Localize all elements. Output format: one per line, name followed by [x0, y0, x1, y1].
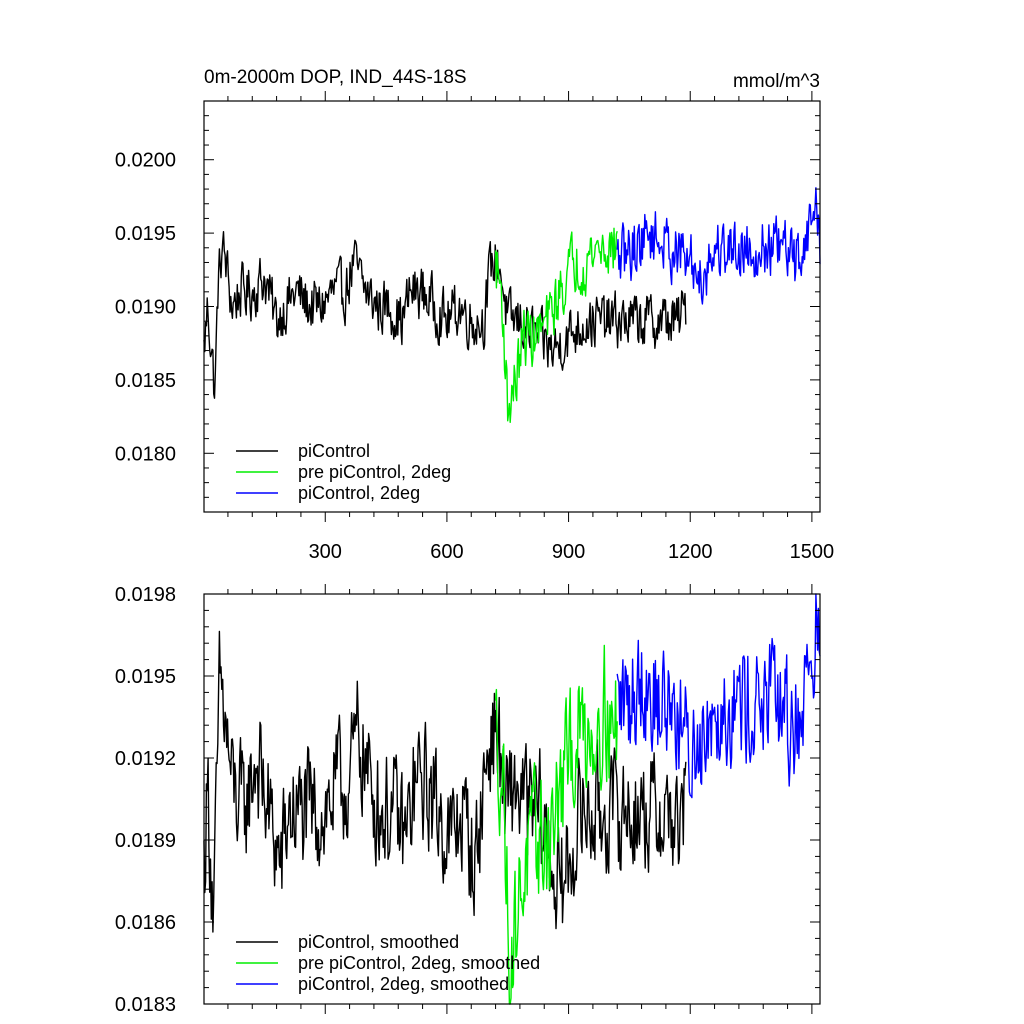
plot-frame	[203, 100, 821, 513]
y-tick-label: 0.0192	[115, 748, 176, 770]
x-tick-label: 1500	[790, 541, 835, 563]
y-tick-label: 0.0189	[115, 830, 176, 852]
bottom-panel: 0.0183 0.0186 0.0189 0.0192 0.0195 0.0198 piC…	[115, 584, 821, 1016]
y-tick-label: 0.0195	[115, 223, 176, 245]
top-panel: 0m-2000m DOP, IND_44S-18S mmol/m^3 300 60…	[115, 67, 834, 563]
legend-label: piControl	[298, 441, 370, 461]
y-tick-label: 0.0190	[115, 297, 176, 319]
y-tick-label: 0.0200	[115, 150, 176, 172]
axis-ticks: 300 600 900 1200 1500 0.0180 0.0185 0.0190 0.019…	[115, 91, 834, 563]
y-tick-label: 0.0185	[115, 370, 176, 392]
series-line	[616, 187, 821, 305]
y-tick-label: 0.0180	[115, 443, 176, 465]
series-group	[203, 593, 821, 1005]
legend-label: pre piControl, 2deg, smoothed	[298, 953, 540, 973]
x-tick-label: 300	[309, 541, 342, 563]
chart-title: 0m-2000m DOP, IND_44S-18S	[204, 67, 467, 88]
series-group	[203, 187, 821, 423]
legend-label: pre piControl, 2deg	[298, 462, 451, 482]
series-line	[203, 630, 687, 933]
y-tick-label: 0.0183	[115, 994, 176, 1016]
legend-label: piControl, smoothed	[298, 932, 459, 952]
series-line	[494, 644, 618, 1005]
y-tick-label: 0.0198	[115, 584, 176, 606]
units-label: mmol/m^3	[733, 71, 820, 92]
x-tick-label: 600	[430, 541, 463, 563]
x-tick-label: 900	[552, 541, 585, 563]
plot-frame	[203, 593, 821, 1005]
series-line	[616, 593, 821, 799]
x-tick-label: 1200	[668, 541, 713, 563]
axis-ticks: 0.0183 0.0186 0.0189 0.0192 0.0195 0.0198	[115, 584, 820, 1016]
series-line	[494, 227, 618, 423]
series-line	[203, 230, 687, 399]
legend-label: piControl, 2deg, smoothed	[298, 974, 509, 994]
y-tick-label: 0.0195	[115, 666, 176, 688]
legend-label: piControl, 2deg	[298, 483, 420, 503]
y-tick-label: 0.0186	[115, 912, 176, 934]
